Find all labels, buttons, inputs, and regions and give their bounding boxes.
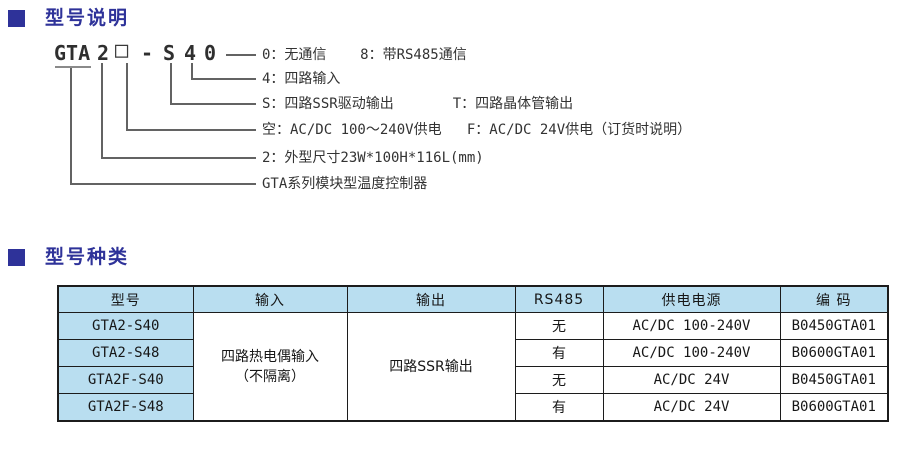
cell-model: GTA2-S48 — [57, 339, 194, 367]
section-bullet-icon — [8, 249, 25, 266]
cell-power: AC/DC 100-240V — [602, 312, 781, 340]
col-header-power: 供电电源 — [602, 285, 781, 313]
connector-line — [126, 63, 128, 131]
col-header-model: 型号 — [57, 285, 194, 313]
col-header-input: 输入 — [192, 285, 348, 313]
model-char-comm: 0 — [204, 41, 217, 65]
connector-line — [126, 129, 256, 131]
label-comm-codes: 0：无通信 8：带RS485通信 — [262, 47, 467, 63]
model-char-blank-box: □ — [115, 38, 129, 63]
connector-line — [101, 157, 256, 159]
label-series-name: GTA系列模块型温度控制器 — [262, 176, 428, 192]
cell-code: B0600GTA01 — [779, 339, 889, 367]
model-char-prefix: GTA — [54, 41, 91, 65]
connector-underline — [55, 66, 91, 68]
connector-line — [191, 63, 193, 80]
cell-output-merged: 四路SSR输出 — [346, 312, 516, 422]
model-char-output: S — [163, 41, 176, 65]
cell-rs485: 有 — [514, 393, 604, 422]
table-row: GTA2-S48 有 AC/DC 100-240V B0600GTA01 — [57, 339, 889, 367]
connector-line — [226, 54, 256, 56]
model-types-table: 型号 输入 输出 RS485 供电电源 编 码 GTA2-S40 四路热电偶输入… — [57, 285, 889, 422]
cell-power: AC/DC 24V — [602, 393, 781, 422]
cell-rs485: 无 — [514, 312, 604, 340]
connector-line — [170, 103, 256, 105]
cell-code: B0450GTA01 — [779, 312, 889, 340]
section-title: 型号种类 — [45, 246, 130, 268]
table-row: GTA2-S40 四路热电偶输入 （不隔离） 四路SSR输出 无 AC/DC 1… — [57, 312, 889, 422]
model-char-dash: - — [141, 41, 154, 65]
cell-code: B0600GTA01 — [779, 393, 889, 422]
col-header-rs485: RS485 — [514, 285, 604, 313]
table-header-row: 型号 输入 输出 RS485 供电电源 编 码 — [57, 285, 889, 313]
cell-power: AC/DC 24V — [602, 366, 781, 394]
section-header-model-types: 型号种类 — [8, 248, 129, 267]
connector-line — [101, 63, 103, 159]
connector-line — [70, 183, 256, 185]
label-size-code: 2：外型尺寸23W*100H*116L(mm) — [262, 150, 484, 166]
label-power-codes: 空：AC/DC 100～240V供电 F：AC/DC 24V供电（订货时说明） — [262, 122, 692, 138]
section-title: 型号说明 — [45, 7, 130, 29]
col-header-code: 编 码 — [779, 285, 889, 313]
section-header-model-description: 型号说明 — [8, 9, 129, 28]
connector-line — [170, 63, 172, 105]
model-char-input: 4 — [184, 41, 197, 65]
table-row: GTA2F-S48 有 AC/DC 24V B0600GTA01 — [57, 393, 889, 422]
col-header-output: 输出 — [346, 285, 516, 313]
connector-line — [70, 68, 72, 185]
cell-code: B0450GTA01 — [779, 366, 889, 394]
label-input-code: 4：四路输入 — [262, 71, 341, 87]
section-bullet-icon — [8, 10, 25, 27]
cell-power: AC/DC 100-240V — [602, 339, 781, 367]
cell-input-merged: 四路热电偶输入 （不隔离） — [192, 312, 348, 422]
connector-line — [191, 78, 256, 80]
label-output-codes: S：四路SSR驱动输出 T：四路晶体管输出 — [262, 96, 574, 112]
cell-rs485: 有 — [514, 339, 604, 367]
cell-model: GTA2F-S40 — [57, 366, 194, 394]
cell-model: GTA2F-S48 — [57, 393, 194, 422]
model-char-size: 2 — [97, 41, 110, 65]
cell-rs485: 无 — [514, 366, 604, 394]
table-row: GTA2F-S40 无 AC/DC 24V B0450GTA01 — [57, 366, 889, 394]
cell-model: GTA2-S40 — [57, 312, 194, 340]
